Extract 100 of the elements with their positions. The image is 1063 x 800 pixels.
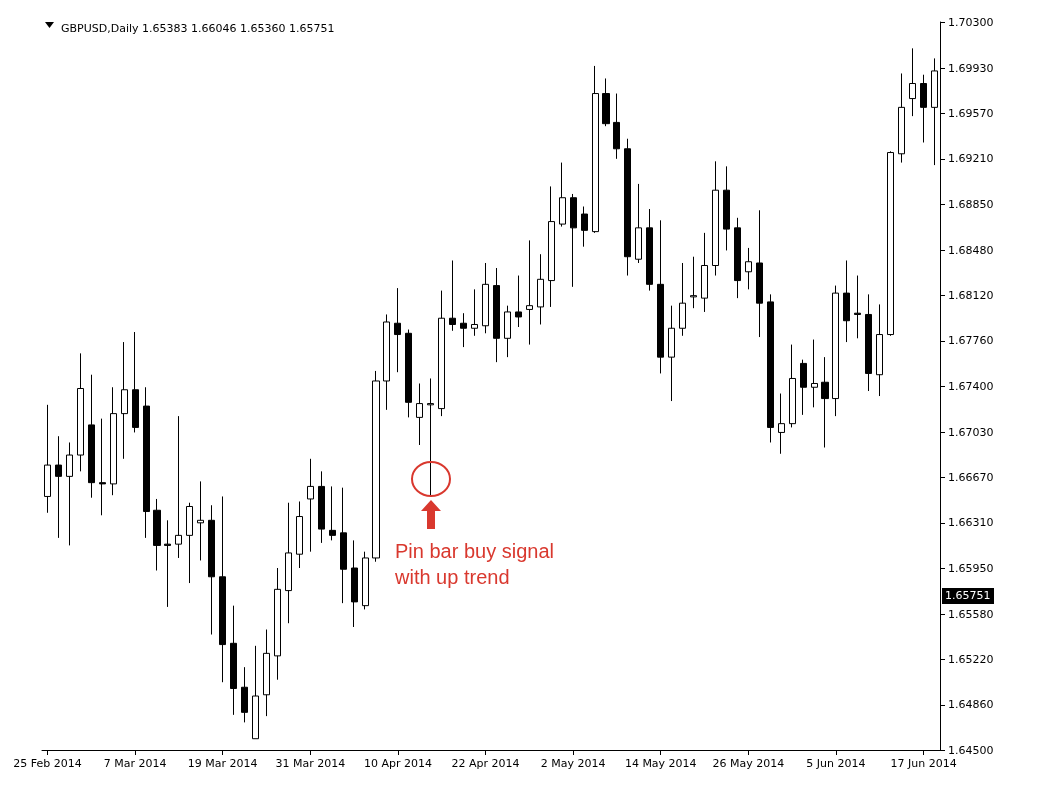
candlestick xyxy=(854,275,861,339)
candlestick xyxy=(745,247,752,290)
y-tick-label: 1.70300 xyxy=(948,15,994,29)
candlestick xyxy=(613,93,620,160)
candlestick xyxy=(55,435,62,539)
x-tick-label: 14 May 2014 xyxy=(624,757,697,770)
candlestick xyxy=(362,551,369,610)
y-tick-label: 1.68480 xyxy=(948,243,994,257)
x-tick-label: 5 Jun 2014 xyxy=(806,757,866,770)
candlestick xyxy=(197,480,204,561)
candlestick xyxy=(657,219,664,374)
candlestick xyxy=(843,259,850,343)
candlestick xyxy=(898,72,905,164)
candlestick xyxy=(99,418,106,516)
candlestick xyxy=(756,209,763,338)
candlestick xyxy=(559,162,566,228)
y-tick-label: 1.67030 xyxy=(948,425,994,439)
candlestick xyxy=(581,206,588,248)
candlestick xyxy=(635,183,642,264)
candlestick xyxy=(351,539,358,628)
candlestick xyxy=(318,470,325,544)
candlestick xyxy=(811,339,818,408)
y-tick-label: 1.65220 xyxy=(948,653,994,667)
candlestick xyxy=(515,275,522,328)
candlestick xyxy=(712,160,719,277)
candlestick xyxy=(132,331,139,433)
candlestick xyxy=(876,303,883,397)
candlestick xyxy=(219,495,226,683)
y-tick-label: 1.66670 xyxy=(948,471,994,485)
y-tick-label: 1.65950 xyxy=(948,561,994,575)
chart-title: GBPUSD,Daily 1.65383 1.66046 1.65360 1.65751 xyxy=(61,22,335,35)
candlestick xyxy=(394,287,401,373)
candlestick xyxy=(230,605,237,716)
candlestick xyxy=(668,305,675,402)
y-tick-label: 1.67760 xyxy=(948,334,994,348)
candlestick xyxy=(110,386,117,496)
candlestick xyxy=(526,239,533,346)
candlestick xyxy=(175,415,182,559)
candlestick xyxy=(493,267,500,363)
candlestick xyxy=(734,217,741,299)
candlestick xyxy=(767,293,774,443)
candlestick xyxy=(482,262,489,334)
y-tick-label: 1.69210 xyxy=(948,152,994,166)
candlestick xyxy=(307,458,314,553)
candlestick xyxy=(88,374,95,499)
candlestick xyxy=(164,519,171,608)
candlestick xyxy=(296,500,303,569)
candlestick xyxy=(77,352,84,472)
candlestick xyxy=(679,262,686,337)
x-tick-label: 22 Apr 2014 xyxy=(451,757,520,770)
candlestick xyxy=(832,285,839,417)
annotation: Pin bar buy signal with up trend xyxy=(395,538,554,590)
candlestick xyxy=(66,441,73,546)
candlestick xyxy=(383,313,390,411)
candlestick xyxy=(778,393,785,455)
candlestick xyxy=(121,341,128,460)
candlestick xyxy=(274,567,281,681)
candlestick xyxy=(789,344,796,428)
candlestick xyxy=(800,359,807,416)
candlestick xyxy=(690,256,697,309)
y-tick-label: 1.64860 xyxy=(948,698,994,712)
candlestick xyxy=(592,65,599,234)
candlestick xyxy=(471,288,478,337)
y-tick-label: 1.68120 xyxy=(948,289,994,303)
candlestick xyxy=(646,208,653,292)
candlestick xyxy=(504,305,511,358)
x-tick-label: 19 Mar 2014 xyxy=(187,757,258,770)
candlestick xyxy=(329,485,336,541)
y-tick-label: 1.68850 xyxy=(948,197,994,211)
candlestick xyxy=(460,312,467,348)
candlestick xyxy=(340,487,347,604)
candlestick xyxy=(186,502,193,584)
candlestick xyxy=(449,259,456,332)
candlestick xyxy=(570,193,577,288)
text: 1.65751 xyxy=(942,588,994,604)
y-tick-label: 1.69570 xyxy=(948,107,994,121)
candlestick xyxy=(285,502,292,624)
candlestick xyxy=(624,138,631,277)
candlestick xyxy=(537,253,544,325)
candlestick xyxy=(548,185,555,308)
candlestick xyxy=(44,404,51,514)
candlestick xyxy=(252,645,259,740)
candlestick xyxy=(372,370,380,563)
candlestick xyxy=(263,629,270,717)
y-tick-label: 1.65580 xyxy=(948,607,994,621)
candlestick xyxy=(143,386,150,539)
x-tick-label: 25 Feb 2014 xyxy=(13,757,82,770)
y-tick-label: 1.69930 xyxy=(948,61,994,75)
candlestick xyxy=(909,47,916,117)
candlestick xyxy=(153,498,161,572)
x-tick-label: 10 Apr 2014 xyxy=(363,757,432,770)
candlestick xyxy=(241,666,248,723)
y-tick-label: 1.66310 xyxy=(948,516,994,530)
x-tick-label: 26 May 2014 xyxy=(712,757,785,770)
x-tick-label: 2 May 2014 xyxy=(540,757,606,770)
candlestick xyxy=(723,165,730,251)
y-tick-label: 1.64500 xyxy=(948,743,994,757)
candlestick xyxy=(920,74,927,143)
x-tick-label: 17 Jun 2014 xyxy=(890,757,957,770)
x-tick-label: 7 Mar 2014 xyxy=(103,757,167,770)
